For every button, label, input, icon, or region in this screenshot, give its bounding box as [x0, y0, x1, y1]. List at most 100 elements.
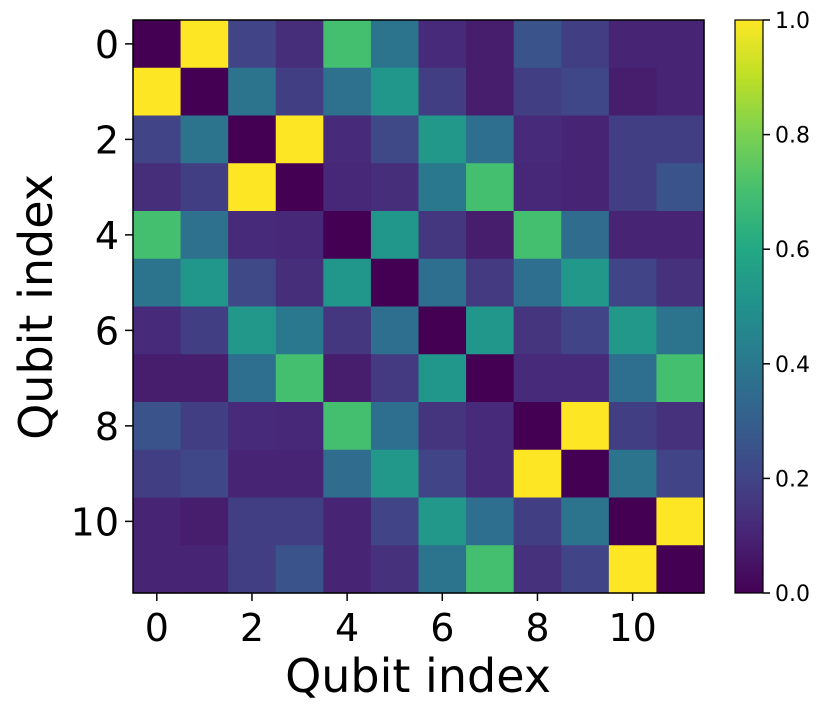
heatmap-cell-2-9 [561, 115, 610, 164]
x-tick-label-10: 10 [608, 606, 656, 650]
heatmap-cell-3-8 [513, 163, 562, 212]
x-tick-label-0: 0 [145, 606, 169, 650]
heatmap-cell-7-6 [418, 354, 467, 403]
heatmap-cell-7-8 [513, 354, 562, 403]
heatmap-cell-1-9 [561, 67, 610, 117]
y-tick-label-6: 6 [95, 309, 119, 353]
heatmap-frame [132, 19, 705, 594]
heatmap-cell-7-9 [561, 354, 610, 403]
y-tick-label-2: 2 [95, 118, 119, 162]
heatmap-cell-11-7 [466, 545, 515, 594]
heatmap-cell-0-8 [513, 20, 562, 69]
y-tick-label-0: 0 [95, 23, 119, 67]
heatmap-cell-3-11 [656, 163, 705, 212]
heatmap-cell-11-8 [513, 545, 562, 594]
heatmap-cell-5-2 [228, 258, 277, 308]
heatmap-cell-2-4 [323, 115, 372, 164]
heatmap-cell-6-4 [323, 306, 372, 355]
heatmap-cell-3-1 [180, 163, 229, 212]
heatmap-cell-5-8 [513, 258, 562, 308]
heatmap-cell-8-7 [466, 402, 515, 451]
heatmap-cell-11-1 [180, 545, 229, 594]
heatmap-cell-1-4 [323, 67, 372, 117]
heatmap-cell-8-6 [418, 402, 467, 451]
x-tick-label-8: 8 [525, 606, 549, 650]
heatmap-cell-6-11 [656, 306, 705, 355]
heatmap-cell-8-3 [275, 402, 324, 451]
x-tick-label-6: 6 [430, 606, 454, 650]
x-axis-label: Qubit index [285, 649, 551, 703]
heatmap-cell-2-11 [656, 115, 705, 164]
heatmap-cell-2-5 [370, 115, 420, 164]
colorbar-ticks: 0.0 0.2 0.4 0.6 0.8 1.0 [763, 9, 810, 607]
heatmap-cell-7-1 [180, 354, 229, 403]
heatmap-cell-1-1 [180, 67, 229, 117]
x-axis-ticks: 0 2 4 6 8 10 [145, 593, 657, 650]
y-tick-label-8: 8 [95, 405, 119, 449]
heatmap-cell-5-5 [370, 258, 420, 308]
heatmap-cell-5-10 [608, 258, 658, 308]
heatmap-cell-6-9 [561, 306, 610, 355]
heatmap-cell-2-1 [180, 115, 229, 164]
heatmap-cell-5-1 [180, 258, 229, 308]
heatmap-cell-8-10 [608, 402, 658, 451]
x-tick-label-4: 4 [335, 606, 359, 650]
heatmap-cell-9-4 [323, 449, 372, 499]
heatmap-cell-5-6 [418, 258, 467, 308]
heatmap-cell-0-3 [275, 20, 324, 69]
heatmap-cell-6-10 [608, 306, 658, 355]
heatmap-cell-0-4 [323, 20, 372, 69]
heatmap-cell-0-6 [418, 20, 467, 69]
heatmap-cell-8-9 [561, 402, 610, 451]
heatmap-cell-8-5 [370, 402, 420, 451]
heatmap-cell-11-2 [228, 545, 277, 594]
heatmap-cell-10-6 [418, 497, 467, 546]
heatmap-cell-2-8 [513, 115, 562, 164]
heatmap-cell-2-3 [275, 115, 324, 164]
heatmap-cell-10-3 [275, 497, 324, 546]
heatmap-cell-4-6 [418, 211, 467, 260]
heatmap-cell-4-3 [275, 211, 324, 260]
heatmap-cell-2-2 [228, 115, 277, 164]
y-axis-label: Qubit index [9, 174, 63, 440]
heatmap-cell-10-5 [370, 497, 420, 546]
heatmap-cell-2-7 [466, 115, 515, 164]
heatmap-cell-1-5 [370, 67, 420, 117]
heatmap-cell-3-3 [275, 163, 324, 212]
heatmap-cell-6-3 [275, 306, 324, 355]
heatmap-cell-4-11 [656, 211, 705, 260]
heatmap-cell-2-10 [608, 115, 658, 164]
heatmap-cell-11-5 [370, 545, 420, 594]
heatmap-cell-9-3 [275, 449, 324, 499]
heatmap-cell-4-10 [608, 211, 658, 260]
heatmap-cell-0-1 [180, 20, 229, 69]
heatmap-cell-5-11 [656, 258, 705, 308]
heatmap-cell-10-2 [228, 497, 277, 546]
heatmap-cell-0-10 [608, 20, 658, 69]
heatmap-cell-8-11 [656, 402, 705, 451]
heatmap-cell-11-0 [133, 545, 182, 594]
heatmap-cell-0-0 [133, 20, 182, 69]
heatmap-cell-8-8 [513, 402, 562, 451]
heatmap-cell-10-1 [180, 497, 229, 546]
heatmap-cell-7-4 [323, 354, 372, 403]
heatmap-cell-3-5 [370, 163, 420, 212]
heatmap-cell-7-5 [370, 354, 420, 403]
heatmap-cell-0-9 [561, 20, 610, 69]
heatmap-cell-2-6 [418, 115, 467, 164]
heatmap-cell-1-3 [275, 67, 324, 117]
heatmap-cell-4-1 [180, 211, 229, 260]
heatmap-cell-6-6 [418, 306, 467, 355]
heatmap-cell-9-0 [133, 449, 182, 499]
heatmap-cell-1-8 [513, 67, 562, 117]
heatmap-cell-0-2 [228, 20, 277, 69]
colorbar-tick-label-1.0: 1.0 [775, 9, 810, 34]
heatmap-cell-0-5 [370, 20, 420, 69]
colorbar-tick-label-0.0: 0.0 [775, 582, 810, 607]
y-axis-ticks: 0 2 4 6 8 10 [71, 23, 133, 544]
heatmap-cell-6-8 [513, 306, 562, 355]
heatmap-cell-5-0 [133, 258, 182, 308]
y-tick-label-10: 10 [71, 500, 119, 544]
heatmap-cell-9-8 [513, 449, 562, 499]
